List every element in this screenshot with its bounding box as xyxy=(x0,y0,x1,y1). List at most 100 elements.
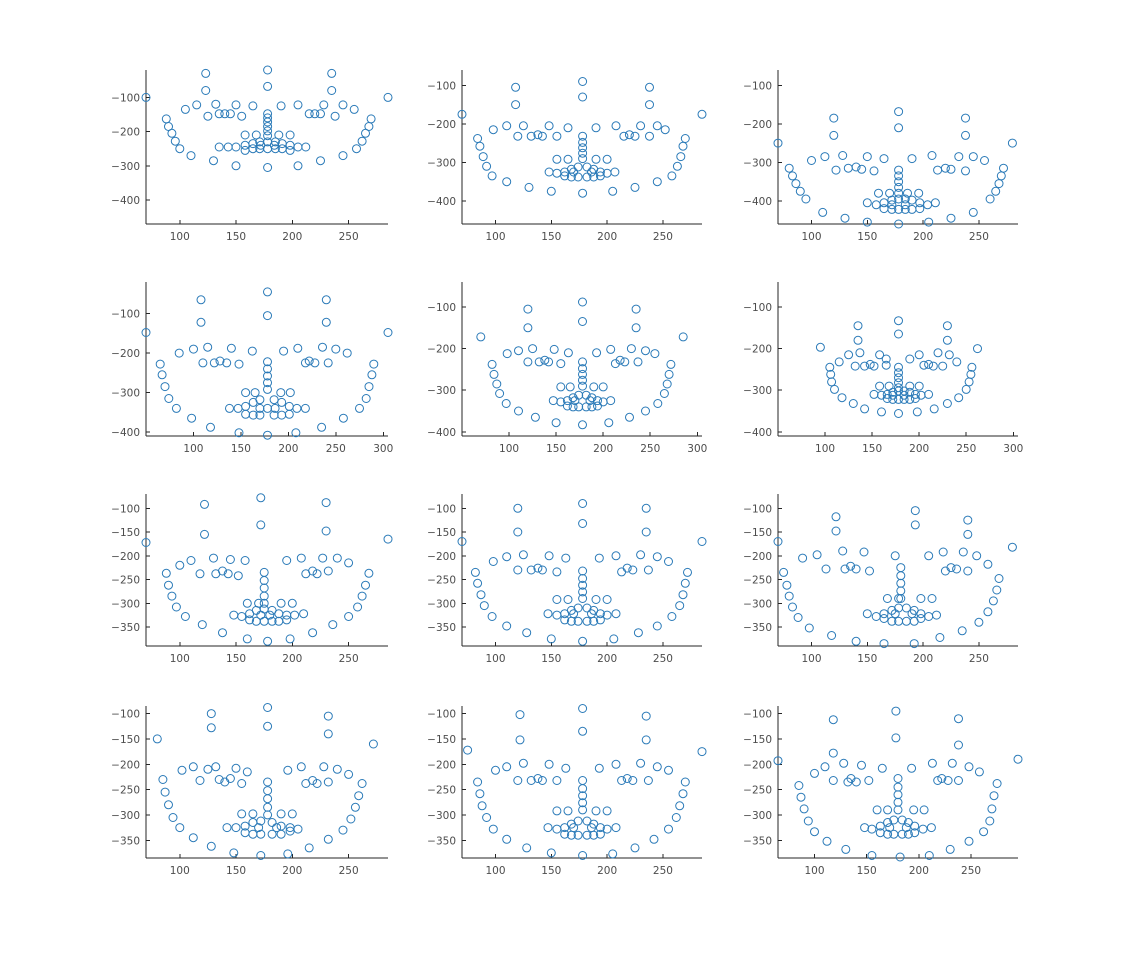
y-tick-label: −300 xyxy=(111,810,140,822)
scatter-point xyxy=(180,104,190,114)
scatter-point xyxy=(171,602,181,612)
scatter-point xyxy=(573,162,583,172)
scatter-point xyxy=(954,740,963,750)
scatter-point xyxy=(164,580,173,590)
scatter-point xyxy=(796,792,806,802)
scatter-point xyxy=(514,346,523,356)
scatter-point xyxy=(513,503,523,513)
scatter-point xyxy=(263,721,273,731)
scatter-point xyxy=(610,167,620,177)
scatter-point xyxy=(383,534,393,544)
scatter-point xyxy=(201,68,211,78)
scatter-point xyxy=(573,603,583,613)
scatter-point xyxy=(296,553,306,563)
scatter-point xyxy=(161,568,171,578)
scatter-point xyxy=(566,172,576,182)
scatter-point xyxy=(933,348,943,358)
scatter-point xyxy=(293,100,303,110)
scatter-point xyxy=(862,152,872,162)
scatter-point xyxy=(678,141,688,151)
scatter-point xyxy=(361,580,370,590)
scatter-point xyxy=(893,774,903,783)
scatter-point xyxy=(983,607,993,617)
scatter-point xyxy=(672,161,682,171)
scatter-point xyxy=(926,823,936,833)
scatter-point xyxy=(620,357,630,367)
scatter-point xyxy=(602,154,612,164)
scatter-point xyxy=(589,382,599,392)
scatter-point xyxy=(697,537,707,546)
scatter-point xyxy=(924,389,934,399)
scatter-point xyxy=(237,779,247,788)
scatter-point xyxy=(807,156,816,165)
scatter-point xyxy=(894,165,904,175)
scatter-point xyxy=(937,774,947,783)
scatter-point xyxy=(164,394,174,403)
scatter-point xyxy=(867,851,877,860)
scatter-point xyxy=(240,145,250,155)
scatter-point xyxy=(942,335,952,345)
scatter-point xyxy=(606,396,616,406)
x-tick-label: 300 xyxy=(687,443,707,455)
scatter-point xyxy=(285,826,295,836)
scatter-point xyxy=(901,823,911,833)
scatter-point xyxy=(478,152,488,162)
scatter-point xyxy=(573,816,583,826)
scatter-point xyxy=(578,566,588,576)
scatter-point xyxy=(611,759,621,769)
scatter-point xyxy=(578,364,587,374)
scatter-point xyxy=(563,123,573,133)
scatter-point xyxy=(263,357,272,367)
scatter-point xyxy=(961,166,970,176)
scatter-point xyxy=(473,777,483,787)
scatter-point xyxy=(259,576,269,585)
scatter-point xyxy=(910,520,920,530)
scatter-point xyxy=(602,824,612,834)
scatter-point xyxy=(476,332,486,342)
scatter-point xyxy=(256,829,266,839)
scatter-point xyxy=(853,321,863,331)
scatter-point xyxy=(282,615,292,625)
scatter-point xyxy=(203,764,213,774)
scatter-point xyxy=(201,86,211,95)
scatter-point xyxy=(323,834,333,844)
scatter-point xyxy=(263,81,273,91)
y-tick-label: −350 xyxy=(427,835,456,847)
scatter-point xyxy=(894,123,904,133)
scatter-point xyxy=(256,520,266,530)
y-tick-label: −250 xyxy=(111,785,140,797)
scatter-point xyxy=(233,403,243,413)
scatter-point xyxy=(354,791,364,801)
scatter-point xyxy=(241,401,251,411)
scatter-point xyxy=(602,610,612,620)
scatter-point xyxy=(887,605,897,615)
scatter-point xyxy=(256,816,266,826)
scatter-point xyxy=(594,763,604,773)
scatter-point xyxy=(537,565,547,575)
scatter-point xyxy=(552,567,562,577)
scatter-point xyxy=(561,553,571,563)
scatter-point xyxy=(475,141,485,151)
scatter-point xyxy=(368,739,378,749)
scatter-point xyxy=(652,552,662,562)
scatter-point xyxy=(546,634,556,644)
scatter-point xyxy=(578,574,588,583)
scatter-point xyxy=(544,759,554,769)
scatter-point xyxy=(924,612,934,621)
scatter-point xyxy=(891,733,901,743)
scatter-point xyxy=(582,162,592,172)
x-tick-label: 150 xyxy=(857,231,877,243)
scatter-point xyxy=(167,128,177,138)
scatter-point xyxy=(488,125,498,135)
scatter-point xyxy=(231,142,241,152)
scatter-point xyxy=(578,704,588,713)
scatter-point xyxy=(568,402,578,412)
scatter-point xyxy=(254,823,264,833)
scatter-point xyxy=(267,616,277,626)
scatter-point xyxy=(582,616,592,626)
scatter-point xyxy=(245,615,255,625)
scatter-point xyxy=(237,111,247,121)
scatter-point xyxy=(952,564,962,574)
scatter-point xyxy=(624,130,634,140)
scatter-point xyxy=(256,140,266,150)
